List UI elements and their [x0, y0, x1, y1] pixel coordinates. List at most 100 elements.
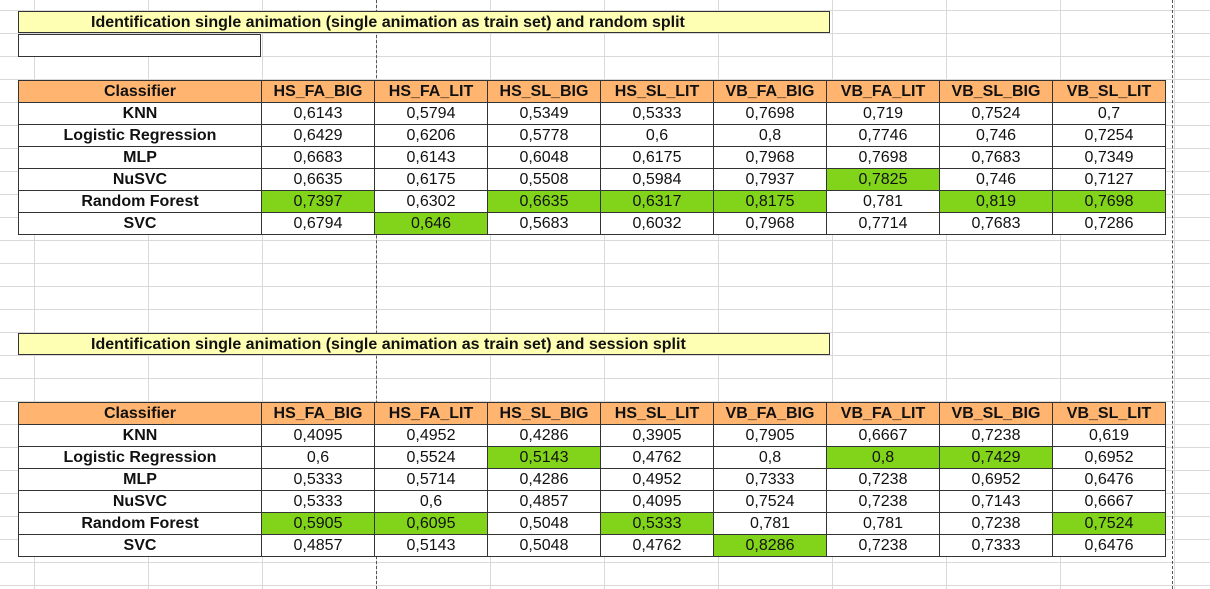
score-cell[interactable]: 0,6175	[600, 146, 714, 169]
score-cell[interactable]: 0,5349	[487, 102, 601, 125]
score-cell[interactable]: 0,5778	[487, 124, 601, 147]
score-cell[interactable]: 0,7524	[939, 102, 1053, 125]
score-cell[interactable]: 0,6635	[261, 168, 375, 191]
score-cell[interactable]: 0,4952	[600, 468, 714, 491]
score-cell[interactable]: 0,5333	[600, 102, 714, 125]
classifier-cell[interactable]: Random Forest	[18, 190, 262, 213]
best-score-cell[interactable]: 0,7429	[939, 446, 1053, 469]
score-cell[interactable]: 0,5794	[374, 102, 488, 125]
score-cell[interactable]: 0,6952	[939, 468, 1053, 491]
score-cell[interactable]: 0,7714	[826, 212, 940, 235]
score-cell[interactable]: 0,5714	[374, 468, 488, 491]
score-cell[interactable]: 0,6143	[374, 146, 488, 169]
score-cell[interactable]: 0,7968	[713, 212, 827, 235]
score-cell[interactable]: 0,6	[374, 490, 488, 513]
score-cell[interactable]: 0,6	[261, 446, 375, 469]
best-score-cell[interactable]: 0,7698	[1052, 190, 1166, 213]
score-cell[interactable]: 0,6476	[1052, 534, 1166, 557]
score-cell[interactable]: 0,7333	[939, 534, 1053, 557]
best-score-cell[interactable]: 0,8175	[713, 190, 827, 213]
column-header-vb-fa-lit[interactable]: VB_FA_LIT	[826, 80, 940, 103]
score-cell[interactable]: 0,746	[939, 168, 1053, 191]
score-cell[interactable]: 0,6206	[374, 124, 488, 147]
score-cell[interactable]: 0,5048	[487, 512, 601, 535]
classifier-cell[interactable]: NuSVC	[18, 168, 262, 191]
score-cell[interactable]: 0,781	[826, 512, 940, 535]
score-cell[interactable]: 0,4857	[487, 490, 601, 513]
score-cell[interactable]: 0,7698	[713, 102, 827, 125]
column-header-vb-sl-lit[interactable]: VB_SL_LIT	[1052, 80, 1166, 103]
score-cell[interactable]: 0,7968	[713, 146, 827, 169]
classifier-cell[interactable]: MLP	[18, 146, 262, 169]
classifier-cell[interactable]: NuSVC	[18, 490, 262, 513]
score-cell[interactable]: 0,7238	[939, 424, 1053, 447]
score-cell[interactable]: 0,6143	[261, 102, 375, 125]
table-title[interactable]: Identification single animation (single …	[18, 333, 830, 355]
score-cell[interactable]: 0,746	[939, 124, 1053, 147]
score-cell[interactable]: 0,7746	[826, 124, 940, 147]
score-cell[interactable]: 0,719	[826, 102, 940, 125]
score-cell[interactable]: 0,7937	[713, 168, 827, 191]
score-cell[interactable]: 0,7286	[1052, 212, 1166, 235]
classifier-cell[interactable]: Logistic Regression	[18, 446, 262, 469]
score-cell[interactable]: 0,6683	[261, 146, 375, 169]
score-cell[interactable]: 0,7333	[713, 468, 827, 491]
empty-cell[interactable]	[18, 34, 261, 57]
column-header-hs-sl-big[interactable]: HS_SL_BIG	[487, 402, 601, 425]
score-cell[interactable]: 0,4286	[487, 424, 601, 447]
column-header-vb-fa-big[interactable]: VB_FA_BIG	[713, 80, 827, 103]
score-cell[interactable]: 0,4095	[261, 424, 375, 447]
best-score-cell[interactable]: 0,6635	[487, 190, 601, 213]
score-cell[interactable]: 0,7143	[939, 490, 1053, 513]
score-cell[interactable]: 0,7238	[939, 512, 1053, 535]
score-cell[interactable]: 0,7905	[713, 424, 827, 447]
score-cell[interactable]: 0,7683	[939, 146, 1053, 169]
column-header-hs-sl-lit[interactable]: HS_SL_LIT	[600, 80, 714, 103]
column-header-vb-fa-big[interactable]: VB_FA_BIG	[713, 402, 827, 425]
score-cell[interactable]: 0,6667	[1052, 490, 1166, 513]
column-header-hs-sl-big[interactable]: HS_SL_BIG	[487, 80, 601, 103]
score-cell[interactable]: 0,5524	[374, 446, 488, 469]
score-cell[interactable]: 0,7238	[826, 490, 940, 513]
best-score-cell[interactable]: 0,7397	[261, 190, 375, 213]
score-cell[interactable]: 0,5143	[374, 534, 488, 557]
score-cell[interactable]: 0,3905	[600, 424, 714, 447]
best-score-cell[interactable]: 0,7524	[1052, 512, 1166, 535]
score-cell[interactable]: 0,7698	[826, 146, 940, 169]
column-header-hs-fa-big[interactable]: HS_FA_BIG	[261, 402, 375, 425]
score-cell[interactable]: 0,6032	[600, 212, 714, 235]
score-cell[interactable]: 0,781	[826, 190, 940, 213]
score-cell[interactable]: 0,4095	[600, 490, 714, 513]
score-cell[interactable]: 0,4952	[374, 424, 488, 447]
best-score-cell[interactable]: 0,7825	[826, 168, 940, 191]
score-cell[interactable]: 0,5508	[487, 168, 601, 191]
score-cell[interactable]: 0,6667	[826, 424, 940, 447]
classifier-cell[interactable]: SVC	[18, 212, 262, 235]
score-cell[interactable]: 0,6175	[374, 168, 488, 191]
score-cell[interactable]: 0,619	[1052, 424, 1166, 447]
score-cell[interactable]: 0,6952	[1052, 446, 1166, 469]
score-cell[interactable]: 0,7254	[1052, 124, 1166, 147]
score-cell[interactable]: 0,5333	[261, 468, 375, 491]
score-cell[interactable]: 0,7524	[713, 490, 827, 513]
best-score-cell[interactable]: 0,5905	[261, 512, 375, 535]
classifier-cell[interactable]: Random Forest	[18, 512, 262, 535]
column-header-hs-fa-big[interactable]: HS_FA_BIG	[261, 80, 375, 103]
column-header-vb-sl-lit[interactable]: VB_SL_LIT	[1052, 402, 1166, 425]
best-score-cell[interactable]: 0,5143	[487, 446, 601, 469]
best-score-cell[interactable]: 0,6317	[600, 190, 714, 213]
score-cell[interactable]: 0,6048	[487, 146, 601, 169]
score-cell[interactable]: 0,7127	[1052, 168, 1166, 191]
score-cell[interactable]: 0,8	[713, 124, 827, 147]
score-cell[interactable]: 0,4857	[261, 534, 375, 557]
column-header-vb-sl-big[interactable]: VB_SL_BIG	[939, 402, 1053, 425]
classifier-cell[interactable]: Logistic Regression	[18, 124, 262, 147]
column-header-vb-sl-big[interactable]: VB_SL_BIG	[939, 80, 1053, 103]
classifier-cell[interactable]: MLP	[18, 468, 262, 491]
score-cell[interactable]: 0,7238	[826, 534, 940, 557]
column-header-hs-fa-lit[interactable]: HS_FA_LIT	[374, 402, 488, 425]
column-header-classifier[interactable]: Classifier	[18, 402, 262, 425]
score-cell[interactable]: 0,4762	[600, 446, 714, 469]
best-score-cell[interactable]: 0,8286	[713, 534, 827, 557]
score-cell[interactable]: 0,6	[600, 124, 714, 147]
